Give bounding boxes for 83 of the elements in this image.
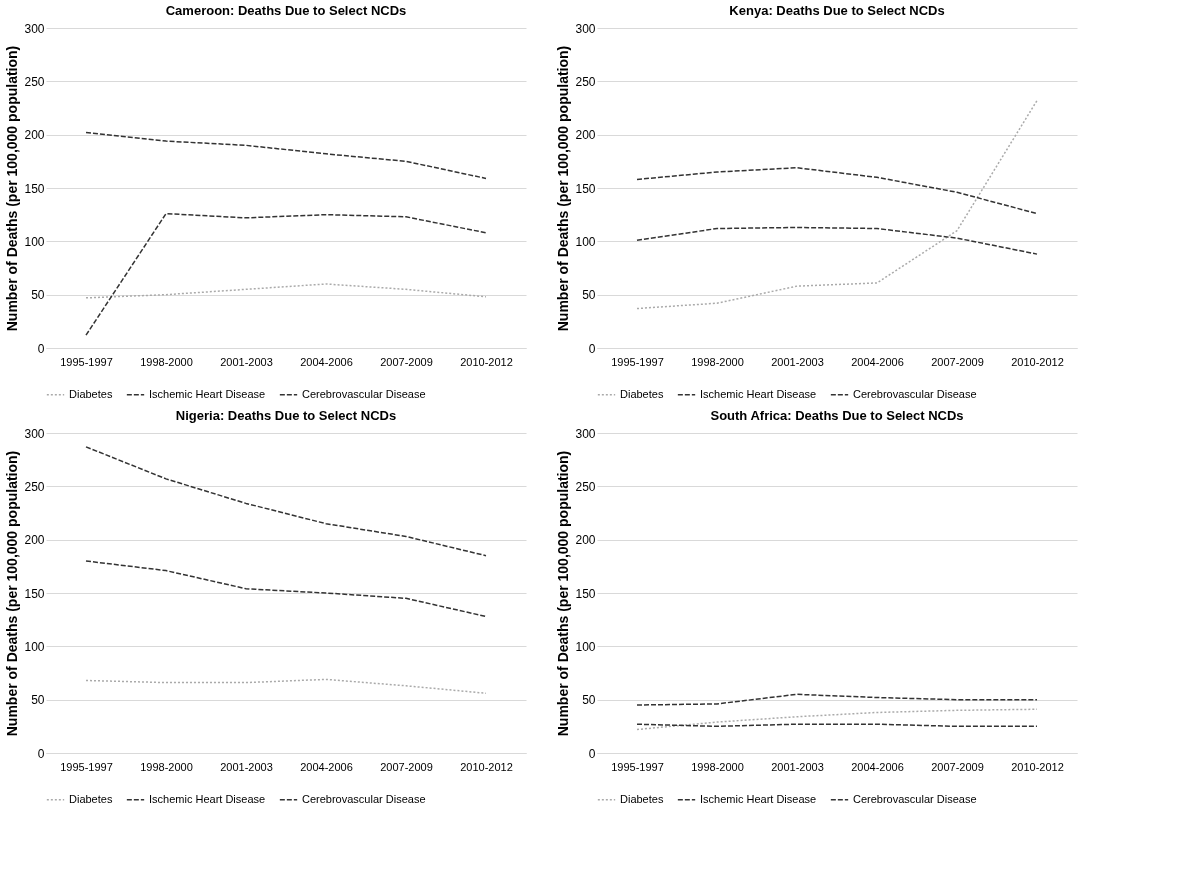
chart-title: South Africa: Deaths Due to Select NCDs [710,408,964,423]
line-series [636,226,1038,255]
y-tick-label: 300 [24,21,45,36]
line-series [636,708,1038,731]
legend-label: Ischemic Heart Disease [700,792,817,805]
line-series [85,560,487,618]
line-series [636,166,1038,215]
y-tick-label: 200 [575,533,596,548]
x-tick-label: 2001-2003 [771,760,824,773]
chart-title: Nigeria: Deaths Due to Select NCDs [175,408,397,423]
x-tick-label: 2007-2009 [931,355,984,368]
line-series [636,99,1038,310]
y-axis-title: Number of Deaths (per 100,000 population) [4,450,21,737]
legend-label: Diabetes [620,792,664,805]
y-tick-label: 50 [31,693,45,708]
y-tick-label: 300 [575,426,596,441]
y-tick-label: 150 [24,586,45,601]
x-tick-label: 1995-1997 [60,355,113,368]
x-tick-label: 1998-2000 [140,760,193,773]
y-tick-label: 0 [588,341,596,356]
line-series [85,283,487,299]
x-tick-label: 2004-2006 [300,760,353,773]
y-tick-label: 0 [37,746,45,761]
legend-label: Cerebrovascular Disease [302,792,426,805]
y-axis-title: Number of Deaths (per 100,000 population) [555,45,572,332]
x-tick-label: 2010-2012 [1011,760,1064,773]
x-tick-label: 1998-2000 [140,355,193,368]
y-tick-label: 300 [575,21,596,36]
y-tick-label: 50 [582,288,596,303]
x-tick-label: 2010-2012 [460,760,513,773]
y-tick-label: 250 [575,479,596,494]
legend-label: Ischemic Heart Disease [149,792,266,805]
x-tick-label: 1998-2000 [691,355,744,368]
x-tick-label: 1998-2000 [691,760,744,773]
x-tick-label: 2007-2009 [931,760,984,773]
x-tick-label: 2004-2006 [300,355,353,368]
y-tick-label: 0 [588,746,596,761]
x-tick-label: 1995-1997 [611,760,664,773]
y-tick-label: 150 [575,586,596,601]
x-tick-label: 1995-1997 [611,355,664,368]
x-tick-label: 2007-2009 [380,355,433,368]
line-series [85,446,487,557]
legend-label: Ischemic Heart Disease [700,387,817,400]
chart-title: Cameroon: Deaths Due to Select NCDs [165,3,407,18]
y-tick-label: 50 [582,693,596,708]
legend-label: Cerebrovascular Disease [853,387,977,400]
y-tick-label: 100 [575,639,596,654]
legend-label: Cerebrovascular Disease [302,387,426,400]
legend-label: Diabetes [69,387,113,400]
x-tick-label: 1995-1997 [60,760,113,773]
x-tick-label: 2007-2009 [380,760,433,773]
y-tick-label: 150 [24,181,45,196]
legend-label: Diabetes [620,387,664,400]
y-tick-label: 100 [24,234,45,249]
y-tick-label: 200 [24,533,45,548]
chart-title: Kenya: Deaths Due to Select NCDs [729,3,945,18]
x-tick-label: 2010-2012 [1011,355,1064,368]
y-tick-label: 250 [24,74,45,89]
y-tick-label: 150 [575,181,596,196]
y-tick-label: 250 [575,74,596,89]
y-tick-label: 300 [24,426,45,441]
y-axis-title: Number of Deaths (per 100,000 population) [4,45,21,332]
y-axis-title: Number of Deaths (per 100,000 population) [555,450,572,737]
legend-label: Diabetes [69,792,113,805]
x-tick-label: 2004-2006 [851,355,904,368]
y-tick-label: 200 [24,128,45,143]
line-series [85,131,487,180]
x-tick-label: 2001-2003 [220,355,273,368]
legend-label: Cerebrovascular Disease [853,792,977,805]
y-tick-label: 0 [37,341,45,356]
x-tick-label: 2010-2012 [460,355,513,368]
line-series [85,678,487,695]
x-tick-label: 2004-2006 [851,760,904,773]
legend-label: Ischemic Heart Disease [149,387,266,400]
x-tick-label: 2001-2003 [220,760,273,773]
y-tick-label: 200 [575,128,596,143]
y-tick-label: 50 [31,288,45,303]
y-tick-label: 100 [24,639,45,654]
line-series [85,212,487,336]
y-tick-label: 250 [24,479,45,494]
x-tick-label: 2001-2003 [771,355,824,368]
y-tick-label: 100 [575,234,596,249]
line-series [636,693,1038,706]
